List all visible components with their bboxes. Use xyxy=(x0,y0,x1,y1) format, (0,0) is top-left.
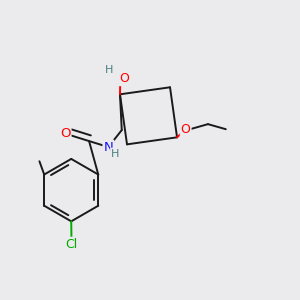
Text: Cl: Cl xyxy=(65,238,78,251)
Text: H: H xyxy=(111,148,119,159)
Text: N: N xyxy=(103,140,113,154)
Text: H: H xyxy=(105,65,113,75)
Text: O: O xyxy=(119,72,129,85)
Text: O: O xyxy=(60,127,70,140)
Text: O: O xyxy=(181,123,190,136)
